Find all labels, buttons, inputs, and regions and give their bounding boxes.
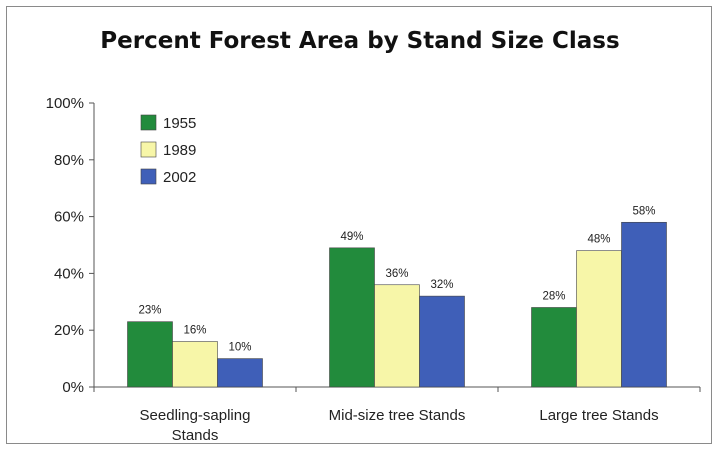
y-tick-label: 60% [54, 209, 84, 226]
x-category-label: Mid-size tree Stands [329, 407, 466, 424]
bar-1955-2 [531, 307, 577, 388]
chart-title: Percent Forest Area by Stand Size Class [100, 28, 619, 54]
bar-2002-1 [419, 295, 465, 388]
data-label: 28% [542, 290, 565, 302]
x-category-label: Large tree Stands [539, 407, 658, 424]
bar-1989-2 [576, 250, 622, 388]
bar-1955-1 [329, 247, 375, 388]
legend-label: 1989 [163, 142, 196, 159]
legend-label: 1955 [163, 115, 196, 132]
axes: 0% 20% 40% 60% 80% 100% Seedling-sapling Stands… [46, 95, 701, 444]
y-tick-label: 80% [54, 152, 84, 169]
bars [127, 221, 667, 388]
bar-1989-0 [172, 341, 218, 388]
legend-swatch-1989 [140, 141, 157, 158]
data-label: 49% [340, 231, 363, 243]
y-tick-label: 20% [54, 322, 84, 339]
data-label: 32% [430, 279, 453, 291]
legend-swatch-1955 [140, 114, 157, 131]
y-tick-label: 0% [62, 379, 84, 396]
bar-2002-2 [621, 221, 667, 388]
bar-1989-1 [374, 284, 420, 388]
bar-1955-0 [127, 321, 173, 388]
data-label: 36% [385, 268, 408, 280]
legend-label: 2002 [163, 169, 196, 186]
data-label: 48% [587, 234, 610, 246]
x-category-label: Stands [172, 427, 219, 444]
x-category-label: Seedling-sapling [140, 407, 251, 424]
bar-2002-0 [217, 358, 263, 388]
y-tick-label: 100% [46, 95, 84, 112]
data-label: 23% [138, 305, 161, 317]
data-label: 10% [228, 342, 251, 354]
data-label: 58% [632, 205, 655, 217]
legend: 1955 1989 2002 [140, 114, 196, 186]
data-label: 16% [183, 325, 206, 337]
y-tick-label: 40% [54, 265, 84, 282]
legend-swatch-2002 [140, 168, 157, 185]
data-labels: 23% 16% 10% 49% 36% 32% 28% 48% 58% [138, 205, 655, 353]
